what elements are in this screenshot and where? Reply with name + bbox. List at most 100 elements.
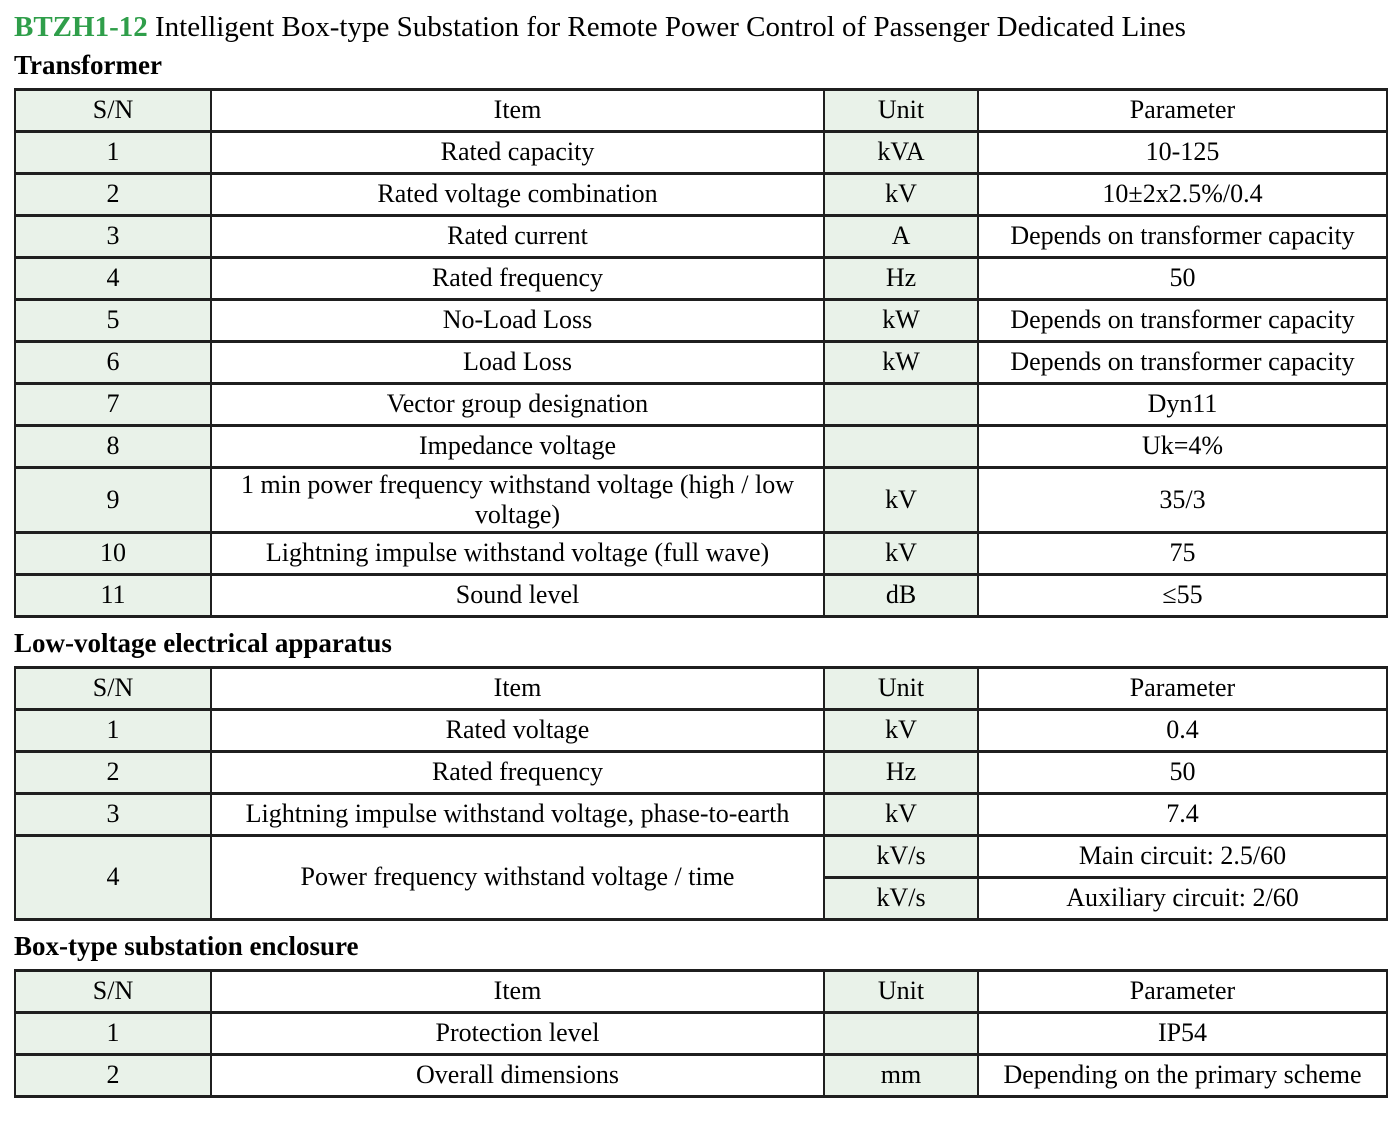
- column-header-item: Item: [210, 968, 825, 1014]
- column-header-unit: Unit: [823, 968, 979, 1014]
- cell-unit: mm: [823, 1052, 979, 1098]
- cell-sn: 3: [14, 213, 212, 259]
- cell-item: Rated voltage combination: [210, 171, 825, 217]
- cell-item: Rated frequency: [210, 749, 825, 795]
- column-header-parameter: Parameter: [977, 968, 1388, 1014]
- table-row: 4 Power frequency withstand voltage / tim…: [14, 833, 1388, 921]
- table-row: 2 Overall dimensions mm Depending on the pr…: [14, 1052, 1388, 1098]
- cell-unit: kW: [823, 339, 979, 385]
- column-header-unit: Unit: [823, 87, 979, 133]
- table-row: 11 Sound level dB ≤55: [14, 572, 1388, 618]
- cell-parameter: 50: [977, 255, 1388, 301]
- cell-item: Load Loss: [210, 339, 825, 385]
- section-heading-transformer: Transformer: [14, 49, 162, 80]
- table-row: 5 No-Load Loss kW Depends on transformer ca…: [14, 297, 1388, 343]
- header-row: S/N Item Unit Parameter: [14, 968, 1388, 1014]
- column-header-item: Item: [210, 87, 825, 133]
- cell-unit: kV: [823, 171, 979, 217]
- table-row: 3 Lightning impulse withstand voltage, ph…: [14, 791, 1388, 837]
- cell-parameter: 50: [977, 749, 1388, 795]
- cell-unit: [823, 381, 979, 427]
- cell-item: Sound level: [210, 572, 825, 618]
- cell-parameter: 7.4: [977, 791, 1388, 837]
- cell-unit: Hz: [823, 255, 979, 301]
- cell-unit: kW: [823, 297, 979, 343]
- table-row: 7 Vector group designation Dyn11: [14, 381, 1388, 427]
- cell-sn: 5: [14, 297, 212, 343]
- section-heading-low-voltage: Low-voltage electrical apparatus: [14, 627, 392, 658]
- cell-item: Rated frequency: [210, 255, 825, 301]
- cell-sn: 2: [14, 171, 212, 217]
- cell-unit: kV/s: [823, 833, 979, 879]
- cell-parameter: Uk=4%: [977, 423, 1388, 469]
- title-text: Intelligent Box-type Substation for Remo…: [147, 11, 1186, 43]
- column-header-s-n: S/N: [14, 968, 212, 1014]
- cell-sn: 8: [14, 423, 212, 469]
- cell-item: Impedance voltage: [210, 423, 825, 469]
- cell-unit: A: [823, 213, 979, 259]
- cell-item: Protection level: [210, 1010, 825, 1056]
- enclosure-spec-table: S/N Item Unit Parameter 1 Protection level IP5…: [14, 968, 1388, 1098]
- header-row: S/N Item Unit Parameter: [14, 665, 1388, 711]
- cell-item: No-Load Loss: [210, 297, 825, 343]
- column-header-unit: Unit: [823, 665, 979, 711]
- table-row: 10 Lightning impulse withstand voltage (f…: [14, 530, 1388, 576]
- cell-parameter: 10±2x2.5%/0.4: [977, 171, 1388, 217]
- cell-item: 1 min power frequency withstand voltage …: [210, 465, 825, 534]
- header-row: S/N Item Unit Parameter: [14, 87, 1388, 133]
- cell-sn: 1: [14, 129, 212, 175]
- cell-item: Lightning impulse withstand voltage, pha…: [210, 791, 825, 837]
- cell-item: Overall dimensions: [210, 1052, 825, 1098]
- table-row: kV/s Auxiliary circuit: 2/60: [15, 875, 1388, 921]
- transformer-spec-table: S/N Item Unit Parameter 1 Rated capacity kVA 10…: [14, 87, 1388, 618]
- cell-unit: kV: [823, 465, 979, 534]
- cell-unit: [823, 1010, 979, 1056]
- table-row: 6 Load Loss kW Depends on transformer capac…: [14, 339, 1388, 385]
- cell-sn: 4: [14, 255, 212, 301]
- cell-unit: kVA: [823, 129, 979, 175]
- cell-sn: 10: [14, 530, 212, 576]
- cell-unit: kV: [823, 707, 979, 753]
- table-row: 1 Rated voltage kV 0.4: [14, 707, 1388, 753]
- cell-parameter: Dyn11: [977, 381, 1388, 427]
- column-header-s-n: S/N: [14, 665, 212, 711]
- cell-sn: 4: [14, 833, 212, 921]
- cell-parameter: Depends on transformer capacity: [977, 339, 1388, 385]
- column-header-item: Item: [210, 665, 825, 711]
- cell-sn: 1: [14, 1010, 212, 1056]
- page-title: BTZH1-12 Intelligent Box-type Substation…: [14, 10, 1386, 45]
- cell-parameter: 0.4: [977, 707, 1388, 753]
- section-low-voltage-apparatus: Low-voltage electrical apparatus S/N Item…: [14, 627, 1388, 921]
- cell-parameter: Depends on transformer capacity: [977, 213, 1388, 259]
- table-row: 8 Impedance voltage Uk=4%: [14, 423, 1388, 469]
- cell-parameter: Main circuit: 2.5/60: [977, 833, 1388, 879]
- cell-sn: 7: [14, 381, 212, 427]
- model-code: BTZH1-12: [14, 11, 148, 43]
- cell-sn: 9: [14, 465, 212, 534]
- cell-parameter: Depends on transformer capacity: [977, 297, 1388, 343]
- cell-item: Rated current: [210, 213, 825, 259]
- cell-item: Power frequency withstand voltage / time: [210, 833, 825, 921]
- cell-sn: 3: [14, 791, 212, 837]
- cell-unit: kV/s: [823, 875, 979, 921]
- column-header-s-n: S/N: [14, 87, 212, 133]
- section-heading-enclosure: Box-type substation enclosure: [14, 930, 359, 961]
- cell-parameter: 75: [977, 530, 1388, 576]
- cell-item: Rated voltage: [210, 707, 825, 753]
- cell-parameter: IP54: [977, 1010, 1388, 1056]
- table-row: 1 Rated capacity kVA 10-125: [14, 129, 1388, 175]
- cell-sn: 6: [14, 339, 212, 385]
- section-enclosure: Box-type substation enclosure S/N Item Uni…: [14, 930, 1388, 1098]
- cell-parameter: 35/3: [977, 465, 1388, 534]
- cell-sn: 11: [14, 572, 212, 618]
- cell-sn: 2: [14, 1052, 212, 1098]
- cell-unit: Hz: [823, 749, 979, 795]
- column-header-parameter: Parameter: [977, 87, 1388, 133]
- cell-unit: [823, 423, 979, 469]
- column-header-parameter: Parameter: [977, 665, 1388, 711]
- cell-item: Vector group designation: [210, 381, 825, 427]
- cell-unit: dB: [823, 572, 979, 618]
- cell-parameter: Auxiliary circuit: 2/60: [977, 875, 1388, 921]
